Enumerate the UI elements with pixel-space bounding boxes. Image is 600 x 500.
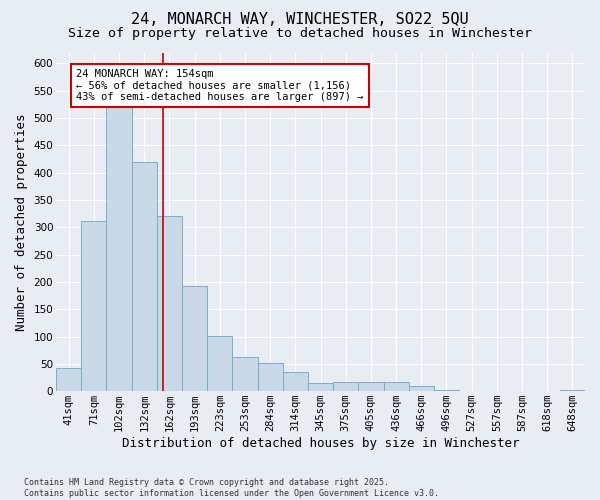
Text: Contains HM Land Registry data © Crown copyright and database right 2025.
Contai: Contains HM Land Registry data © Crown c… [24,478,439,498]
Bar [560,390,585,391]
Bar [207,336,232,391]
Bar [56,368,81,391]
Text: 24 MONARCH WAY: 154sqm
← 56% of detached houses are smaller (1,156)
43% of semi-: 24 MONARCH WAY: 154sqm ← 56% of detached… [76,69,364,102]
Text: Size of property relative to detached houses in Winchester: Size of property relative to detached ho… [68,28,532,40]
X-axis label: Distribution of detached houses by size in Winchester: Distribution of detached houses by size … [122,437,519,450]
Bar [106,96,131,391]
Bar [182,286,207,391]
Bar [333,382,358,391]
Bar [157,216,182,391]
Text: 24, MONARCH WAY, WINCHESTER, SO22 5QU: 24, MONARCH WAY, WINCHESTER, SO22 5QU [131,12,469,28]
Bar [308,383,333,391]
Bar [131,162,157,391]
Bar [232,357,257,391]
Bar [283,372,308,391]
Bar [358,382,383,391]
Bar [81,222,106,391]
Bar [434,390,459,391]
Bar [257,363,283,391]
Bar [383,382,409,391]
Y-axis label: Number of detached properties: Number of detached properties [15,113,28,330]
Bar [409,386,434,391]
